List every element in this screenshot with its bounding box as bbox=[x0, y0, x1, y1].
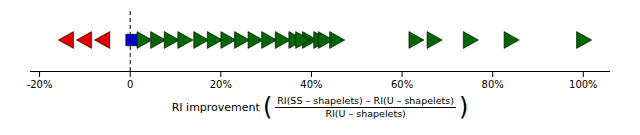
svg-text:80%: 80% bbox=[482, 79, 504, 90]
svg-text:60%: 60% bbox=[391, 79, 413, 90]
html-text:RI improvement(: RI improvement( bbox=[171, 93, 273, 121]
svg-text:0: 0 bbox=[127, 79, 133, 90]
svg-text:-20%: -20% bbox=[27, 79, 53, 90]
svg-text:20%: 20% bbox=[210, 79, 232, 90]
svg-text:100%: 100% bbox=[569, 79, 598, 90]
html-text:RI(U – shapelets): RI(U – shapelets) bbox=[325, 107, 406, 119]
svg-text:40%: 40% bbox=[300, 79, 322, 90]
html-text:RI(SS – shapelets) – RI(U – sh: RI(SS – shapelets) – RI(U – shapelets) bbox=[277, 95, 454, 106]
